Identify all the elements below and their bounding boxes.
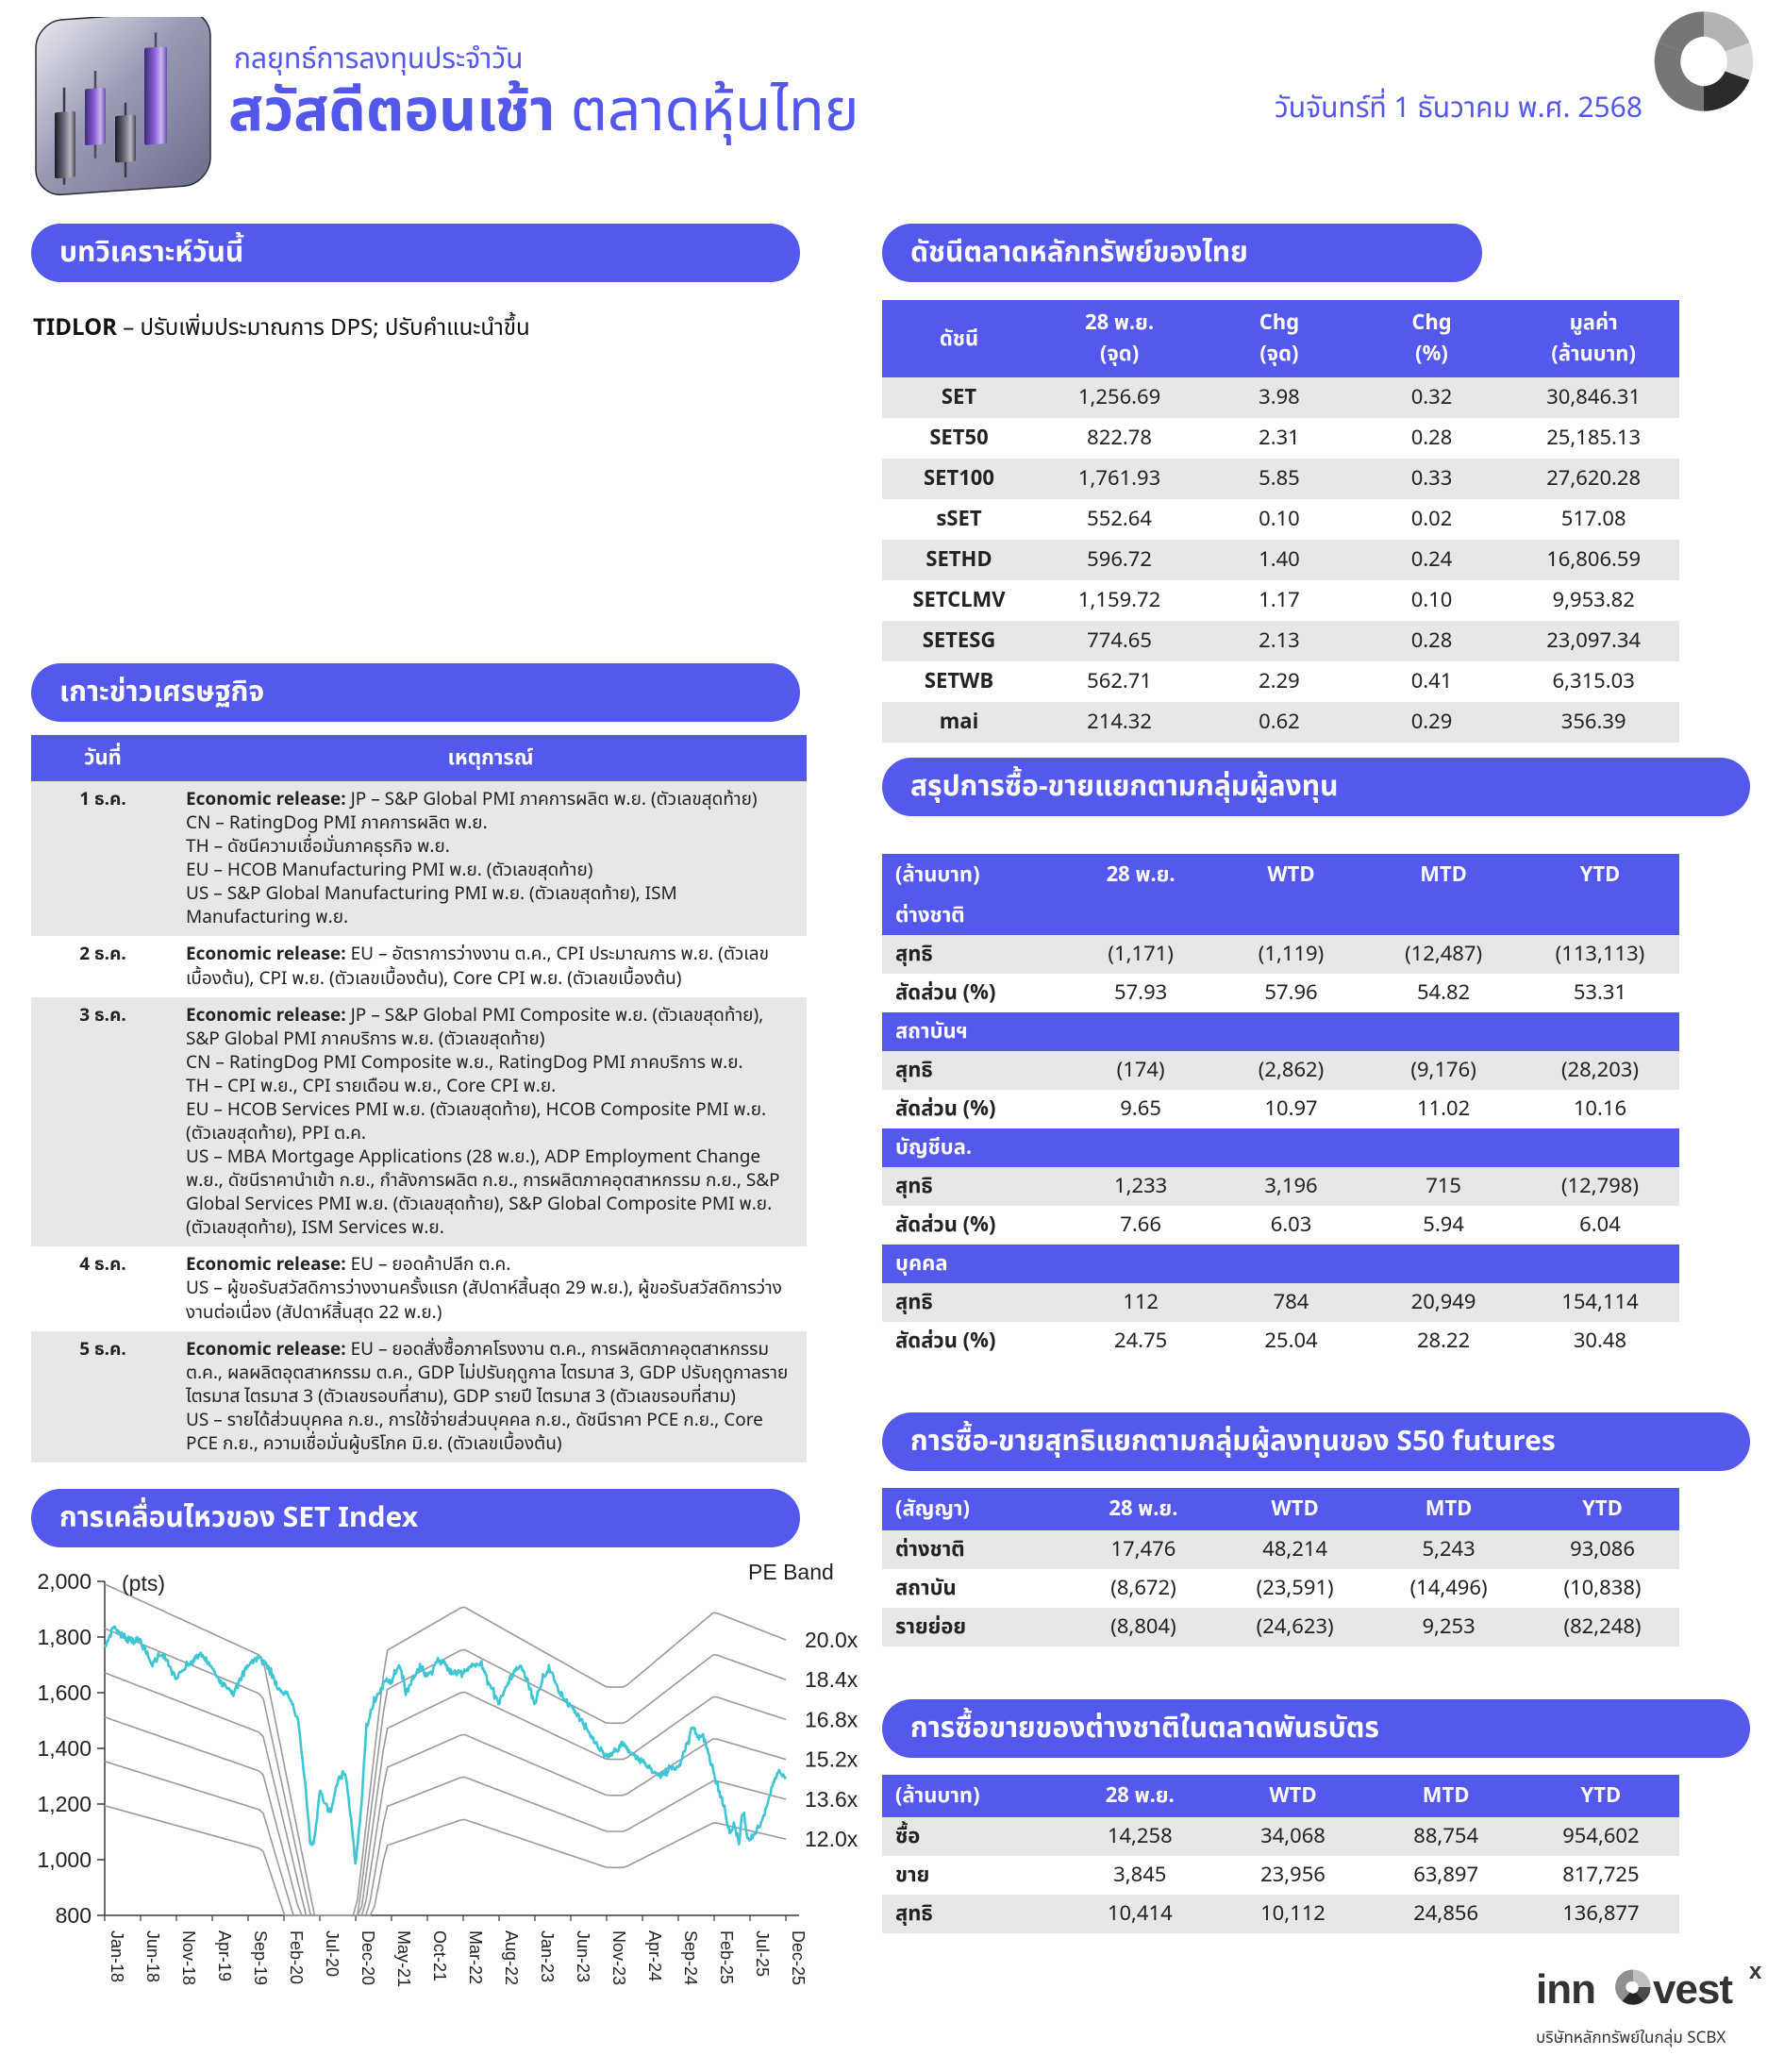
svg-text:Jun-18: Jun-18 bbox=[143, 1930, 162, 1982]
svg-text:Nov-18: Nov-18 bbox=[179, 1930, 198, 1985]
svg-text:x: x bbox=[1749, 1959, 1762, 1984]
svg-text:20.0x: 20.0x bbox=[805, 1628, 859, 1652]
svg-text:18.4x: 18.4x bbox=[805, 1667, 859, 1692]
svg-text:Feb-20: Feb-20 bbox=[287, 1930, 306, 1984]
svg-text:PE Band: PE Band bbox=[748, 1560, 834, 1584]
svg-text:Apr-24: Apr-24 bbox=[645, 1930, 664, 1981]
svg-text:Feb-25: Feb-25 bbox=[717, 1930, 736, 1984]
svg-text:Aug-22: Aug-22 bbox=[502, 1930, 521, 1985]
svg-text:Jan-18: Jan-18 bbox=[108, 1930, 126, 1982]
svg-text:May-21: May-21 bbox=[394, 1930, 413, 1987]
svg-text:15.2x: 15.2x bbox=[805, 1747, 859, 1772]
svg-text:1,800: 1,800 bbox=[37, 1625, 92, 1649]
svg-text:vest: vest bbox=[1653, 1966, 1733, 2013]
svg-text:2,000: 2,000 bbox=[37, 1569, 92, 1594]
svg-text:(pts): (pts) bbox=[122, 1571, 165, 1596]
svg-text:Mar-22: Mar-22 bbox=[466, 1930, 485, 1984]
svg-text:1,200: 1,200 bbox=[37, 1792, 92, 1816]
svg-text:Jun-23: Jun-23 bbox=[574, 1930, 592, 1982]
svg-text:1,400: 1,400 bbox=[37, 1736, 92, 1761]
svg-text:1,000: 1,000 bbox=[37, 1847, 92, 1872]
svg-text:Jan-23: Jan-23 bbox=[538, 1930, 557, 1982]
svg-text:Sep-19: Sep-19 bbox=[251, 1930, 270, 1985]
svg-text:Jul-20: Jul-20 bbox=[323, 1930, 342, 1977]
svg-text:800: 800 bbox=[56, 1903, 92, 1928]
svg-text:Oct-21: Oct-21 bbox=[430, 1930, 449, 1981]
svg-text:13.6x: 13.6x bbox=[805, 1787, 859, 1812]
svg-text:Jul-25: Jul-25 bbox=[753, 1930, 772, 1977]
svg-text:Dec-20: Dec-20 bbox=[358, 1930, 377, 1985]
svg-text:1,600: 1,600 bbox=[37, 1680, 92, 1705]
svg-text:16.8x: 16.8x bbox=[805, 1707, 859, 1731]
svg-text:12.0x: 12.0x bbox=[805, 1827, 859, 1851]
svg-text:Sep-24: Sep-24 bbox=[681, 1930, 700, 1985]
svg-text:inn: inn bbox=[1536, 1966, 1595, 2013]
svg-text:Nov-23: Nov-23 bbox=[609, 1930, 628, 1985]
svg-text:Dec-25: Dec-25 bbox=[789, 1930, 808, 1985]
svg-text:Apr-19: Apr-19 bbox=[215, 1930, 234, 1981]
